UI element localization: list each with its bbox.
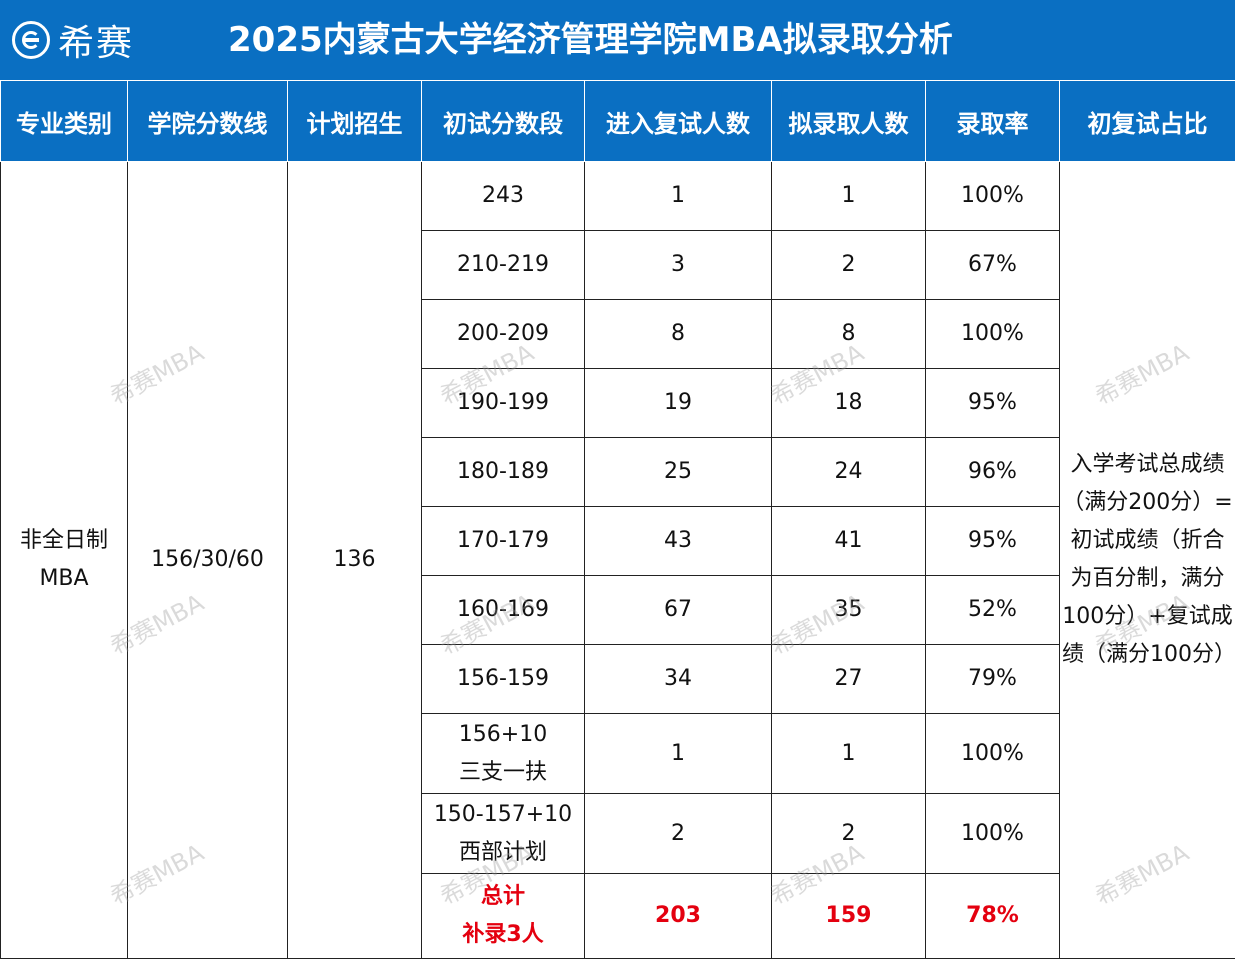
admitted-cell: 41 [771,506,926,576]
total-admitted-cell: 159 [771,873,926,959]
total-retest-cell: 203 [584,873,772,959]
rate-cell: 79% [925,644,1060,714]
range-text: 156+10 [458,721,548,747]
rate-cell: 95% [925,506,1060,576]
retest-cell: 43 [584,506,772,576]
rate-cell: 100% [925,793,1060,874]
cutoff-cell: 156/30/60 [127,161,288,959]
rate-cell: 100% [925,161,1060,231]
retest-cell: 1 [584,713,772,794]
range-cell: 170-179 [421,506,585,576]
retest-cell: 25 [584,437,772,507]
rate-cell: 95% [925,368,1060,438]
plan-cell: 136 [287,161,422,959]
table-header-row: 专业类别 学院分数线 计划招生 初试分数段 进入复试人数 拟录取人数 录取率 初… [0,80,1235,162]
retest-cell: 2 [584,793,772,874]
admitted-cell: 24 [771,437,926,507]
logo: 希赛 [12,18,134,64]
col-header-major: 专业类别 [0,80,128,162]
range-cell: 243 [421,161,585,231]
rate-cell: 52% [925,575,1060,645]
admitted-cell: 1 [771,713,926,794]
range-cell: 200-209 [421,299,585,369]
rate-cell: 100% [925,713,1060,794]
major-cell: 非全日制MBA [0,161,128,959]
admitted-cell: 1 [771,161,926,231]
retest-cell: 19 [584,368,772,438]
range-cell: 150-157+10 西部计划 [421,793,585,874]
total-row: 总计补录3人 203 159 78% [1,873,1235,959]
retest-cell: 34 [584,644,772,714]
rate-cell: 100% [925,299,1060,369]
admitted-cell: 2 [771,230,926,300]
table-row: 170-179 43 41 95% [1,506,1235,576]
page-title: 2025内蒙古大学经济管理学院MBA拟录取分析 [228,20,953,60]
total-label: 总计 [480,884,525,909]
ratio-note: 入学考试总成绩（满分200分）=初试成绩（折合为百分制，满分100分）+复试成绩… [1062,452,1235,667]
table-row: 210-219 3 2 67% [1,230,1235,300]
retest-cell: 3 [584,230,772,300]
table-row: 156-159 34 27 79% [1,644,1235,714]
range-subtext: 三支一扶 [458,759,547,785]
table-row: 190-199 19 18 95% [1,368,1235,438]
col-header-cutoff: 学院分数线 [127,80,288,162]
total-sublabel: 补录3人 [462,922,544,947]
retest-cell: 1 [584,161,772,231]
table-row: 150-157+10 西部计划 2 2 100% [1,793,1235,874]
logo-icon [12,21,50,59]
col-header-rate: 录取率 [925,80,1060,162]
rate-cell: 96% [925,437,1060,507]
retest-cell: 8 [584,299,772,369]
title-bar: 希赛 2025内蒙古大学经济管理学院MBA拟录取分析 [0,0,1235,80]
col-header-admitted: 拟录取人数 [771,80,926,162]
range-subtext: 西部计划 [458,839,547,865]
range-cell: 156+10 三支一扶 [421,713,585,794]
table-row: 200-209 8 8 100% [1,299,1235,369]
logo-text: 希赛 [58,23,135,64]
admitted-cell: 27 [771,644,926,714]
col-header-plan: 计划招生 [287,80,422,162]
range-cell: 190-199 [421,368,585,438]
total-rate-cell: 78% [925,873,1060,959]
retest-cell: 67 [584,575,772,645]
admitted-cell: 8 [771,299,926,369]
col-header-ratio: 初复试占比 [1059,80,1235,162]
rate-cell: 67% [925,230,1060,300]
table-row: 非全日制MBA 156/30/60 136 243 1 1 100% 入学考试总… [0,161,1235,959]
range-cell: 180-189 [421,437,585,507]
range-cell: 210-219 [421,230,585,300]
col-header-retest: 进入复试人数 [584,80,772,162]
range-cell: 156-159 [421,644,585,714]
range-text: 150-157+10 [433,801,573,827]
admitted-cell: 2 [771,793,926,874]
major-text: 非全日制MBA [19,528,108,591]
total-label-cell: 总计补录3人 [421,873,585,959]
col-header-range: 初试分数段 [421,80,585,162]
ratio-note-cell: 入学考试总成绩（满分200分）=初试成绩（折合为百分制，满分100分）+复试成绩… [1059,161,1235,959]
admitted-cell: 35 [771,575,926,645]
admitted-cell: 18 [771,368,926,438]
admission-table: 专业类别 学院分数线 计划招生 初试分数段 进入复试人数 拟录取人数 录取率 初… [0,80,1235,959]
table-row: 156+10 三支一扶 1 1 100% [1,713,1235,794]
range-cell: 160-169 [421,575,585,645]
